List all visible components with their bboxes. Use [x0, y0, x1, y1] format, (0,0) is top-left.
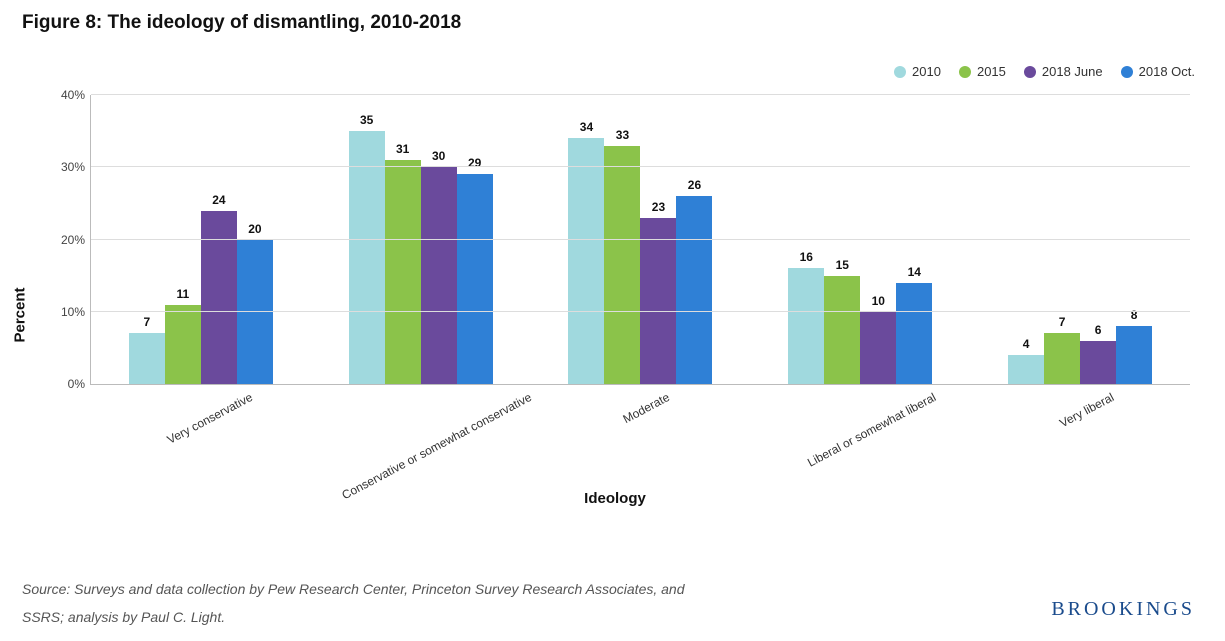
bar-group: 35313029Conservative or somewhat conserv…: [311, 95, 531, 384]
bar-group: 34332326Moderate: [531, 95, 751, 384]
legend-label: 2010: [912, 64, 941, 79]
bar: 8: [1116, 326, 1152, 384]
bar-value-label: 33: [616, 128, 629, 142]
y-tick-label: 40%: [49, 88, 85, 102]
bar: 29: [457, 174, 493, 384]
bar: 7: [129, 333, 165, 384]
bar-value-label: 7: [1059, 315, 1066, 329]
x-tick-label: Moderate: [621, 390, 672, 426]
grid-line: [91, 94, 1190, 95]
y-tick-label: 20%: [49, 233, 85, 247]
y-tick-label: 30%: [49, 160, 85, 174]
bar: 30: [421, 167, 457, 384]
bar-value-label: 6: [1095, 323, 1102, 337]
y-tick-label: 10%: [49, 305, 85, 319]
bar-value-label: 23: [652, 200, 665, 214]
bar-value-label: 24: [212, 193, 225, 207]
legend-label: 2018 Oct.: [1139, 64, 1195, 79]
x-tick-label: Very liberal: [1057, 390, 1116, 430]
bar-value-label: 10: [872, 294, 885, 308]
bar-group: 4768Very liberal: [970, 95, 1190, 384]
bar: 33: [604, 146, 640, 384]
bar-group: 7112420Very conservative: [91, 95, 311, 384]
bar-value-label: 29: [468, 156, 481, 170]
bar-value-label: 14: [908, 265, 921, 279]
bar: 6: [1080, 341, 1116, 384]
bar: 34: [568, 138, 604, 384]
grid-line: [91, 166, 1190, 167]
bar: 31: [385, 160, 421, 384]
legend-swatch: [1024, 66, 1036, 78]
legend-item: 2018 June: [1024, 64, 1103, 79]
legend-swatch: [1121, 66, 1133, 78]
x-tick-label: Conservative or somewhat conservative: [339, 390, 533, 502]
bar-value-label: 4: [1023, 337, 1030, 351]
legend-label: 2018 June: [1042, 64, 1103, 79]
bar-value-label: 30: [432, 149, 445, 163]
legend-swatch: [894, 66, 906, 78]
y-axis-label: Percent: [12, 287, 29, 342]
bar: 24: [201, 211, 237, 384]
bar: 4: [1008, 355, 1044, 384]
x-tick-label: Very conservative: [165, 390, 255, 447]
bar: 10: [860, 312, 896, 384]
bar: 23: [640, 218, 676, 384]
bar-group: 16151014Liberal or somewhat liberal: [750, 95, 970, 384]
chart: Percent 7112420Very conservative35313029…: [30, 95, 1200, 535]
figure-title: Figure 8: The ideology of dismantling, 2…: [0, 0, 1225, 38]
plot-area: 7112420Very conservative35313029Conserva…: [90, 95, 1190, 385]
bar: 7: [1044, 333, 1080, 384]
legend-item: 2010: [894, 64, 941, 79]
x-axis-label: Ideology: [30, 490, 1200, 507]
bar-value-label: 11: [177, 287, 190, 301]
bar-value-label: 34: [580, 120, 593, 134]
bar: 35: [349, 131, 385, 384]
bar-value-label: 20: [248, 222, 261, 236]
bar-value-label: 15: [836, 258, 849, 272]
bar-value-label: 26: [688, 178, 701, 192]
bar-value-label: 16: [800, 250, 813, 264]
brand-logo: BROOKINGS: [1051, 598, 1195, 621]
bar: 15: [824, 276, 860, 384]
legend-label: 2015: [977, 64, 1006, 79]
grid-line: [91, 239, 1190, 240]
legend: 2010 2015 2018 June 2018 Oct.: [894, 64, 1195, 79]
bar: 26: [676, 196, 712, 384]
legend-item: 2018 Oct.: [1121, 64, 1195, 79]
bar: 20: [237, 240, 273, 385]
y-tick-label: 0%: [49, 377, 85, 391]
bar-value-label: 31: [396, 142, 409, 156]
grid-line: [91, 311, 1190, 312]
bar-value-label: 35: [360, 113, 373, 127]
bar: 16: [788, 268, 824, 384]
bar: 14: [896, 283, 932, 384]
legend-item: 2015: [959, 64, 1006, 79]
bar-value-label: 7: [144, 315, 151, 329]
bar: 11: [165, 305, 201, 384]
source-note: Source: Surveys and data collection by P…: [22, 575, 722, 631]
x-tick-label: Liberal or somewhat liberal: [805, 390, 938, 470]
legend-swatch: [959, 66, 971, 78]
